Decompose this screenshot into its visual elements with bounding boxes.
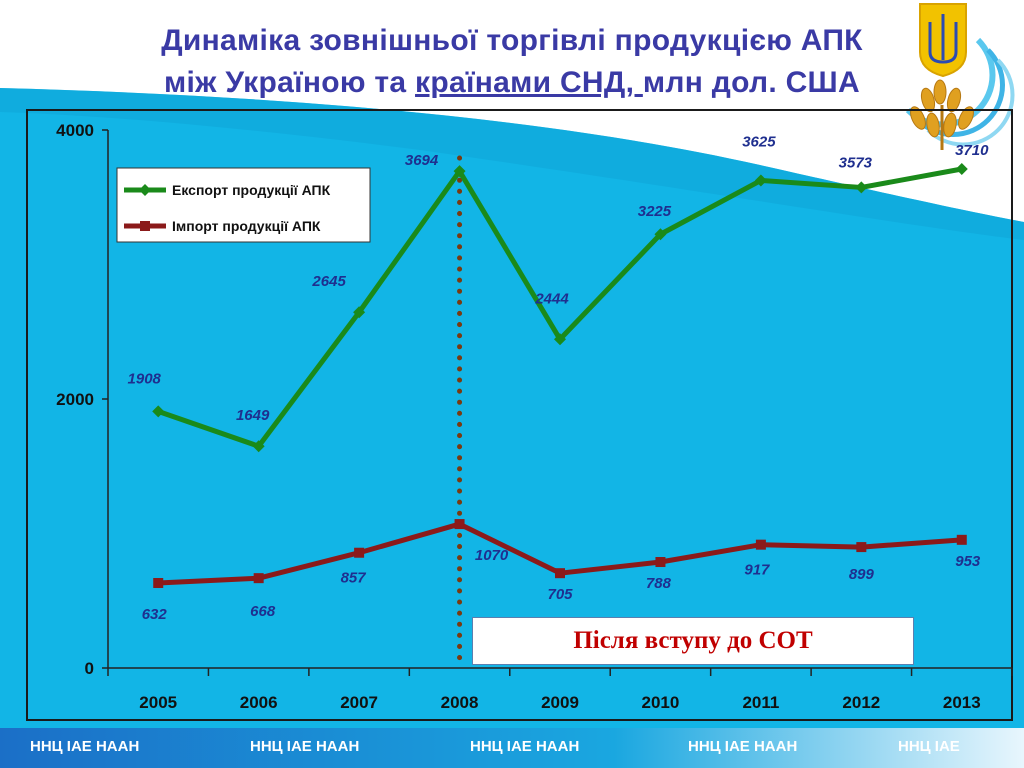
y-tick-label: 2000 <box>56 390 94 409</box>
legend-swatch-marker <box>139 184 151 196</box>
wto-note-box: Після вступу до СОТ <box>472 617 914 665</box>
export-point <box>554 333 566 346</box>
export-point <box>654 228 667 241</box>
x-tick-label: 2006 <box>240 693 278 712</box>
import-point <box>354 547 365 558</box>
wheat-icon <box>910 79 974 150</box>
legend: Експорт продукції АПК Імпорт продукції АП… <box>116 167 371 243</box>
x-tick-label: 2009 <box>541 693 579 712</box>
trident-icon <box>919 3 967 78</box>
x-tick-label: 2010 <box>642 693 680 712</box>
export-point <box>252 440 265 453</box>
page-title-line2: між Україною та країнами СНД, млн дол. С… <box>0 66 1024 100</box>
export-point <box>855 181 868 194</box>
export-data-label: 3625 <box>742 133 776 150</box>
export-data-label: 3225 <box>638 203 672 220</box>
emblem-logo <box>905 3 1015 150</box>
export-data-label: 1649 <box>236 407 270 424</box>
export-point <box>754 174 767 187</box>
import-point <box>253 573 264 584</box>
export-data-label: 3694 <box>405 152 439 169</box>
footer-label-1: ННЦ ІАЕ НААН <box>30 738 140 755</box>
page-title-line1: Динаміка зовнішньої торгівлі продукцією … <box>161 24 863 57</box>
footer-label-5: ННЦ ІАЕ <box>898 738 960 755</box>
import-data-label: 705 <box>547 586 573 603</box>
title-part-underlined: країнами СНД, <box>415 66 643 99</box>
export-point <box>152 405 165 418</box>
import-point <box>454 519 465 530</box>
import-data-label: 953 <box>955 553 981 570</box>
export-data-label: 2645 <box>311 273 346 290</box>
export-point <box>453 165 466 178</box>
legend-label: Імпорт продукції АПК <box>172 218 321 234</box>
wto-note-text: Після вступу до СОТ <box>573 627 813 654</box>
import-data-label: 632 <box>142 606 168 623</box>
title-part-before: між Україною та <box>164 66 416 99</box>
footer-label-3: ННЦ ІАЕ НААН <box>470 738 580 755</box>
x-tick-label: 2007 <box>340 693 378 712</box>
y-tick-label: 4000 <box>56 121 94 140</box>
legend-box <box>116 167 371 243</box>
export-data-label: 1908 <box>128 370 162 387</box>
x-tick-label: 2005 <box>139 693 177 712</box>
legend-label: Експорт продукції АПК <box>172 182 331 198</box>
import-data-label: 899 <box>849 566 875 583</box>
export-point <box>955 163 968 176</box>
x-tick-label: 2012 <box>842 693 880 712</box>
import-point <box>555 568 565 579</box>
import-data-label: 857 <box>341 570 367 587</box>
export-data-label: 3710 <box>955 142 989 159</box>
footer-label-2: ННЦ ІАЕ НААН <box>250 738 360 755</box>
x-tick-label: 2013 <box>943 693 981 712</box>
export-data-label: 2444 <box>534 290 569 307</box>
title-part-after: млн дол. США <box>642 66 860 99</box>
plot-frame <box>26 109 1013 721</box>
export-data-label: 3573 <box>839 154 873 171</box>
import-point <box>153 577 164 588</box>
export-point <box>353 306 366 319</box>
import-point <box>856 542 867 553</box>
import-data-label: 668 <box>250 603 276 620</box>
footer-label-4: ННЦ ІАЕ НААН <box>688 738 798 755</box>
import-point <box>755 539 766 550</box>
import-data-label: 1070 <box>475 547 509 564</box>
import-point <box>655 557 666 568</box>
import-data-label: 788 <box>646 575 672 592</box>
x-tick-label: 2008 <box>441 693 479 712</box>
y-tick-label: 0 <box>85 659 94 678</box>
x-tick-label: 2011 <box>742 693 779 712</box>
import-data-label: 917 <box>744 562 770 579</box>
legend-swatch-marker <box>140 221 150 231</box>
import-point <box>956 534 967 545</box>
